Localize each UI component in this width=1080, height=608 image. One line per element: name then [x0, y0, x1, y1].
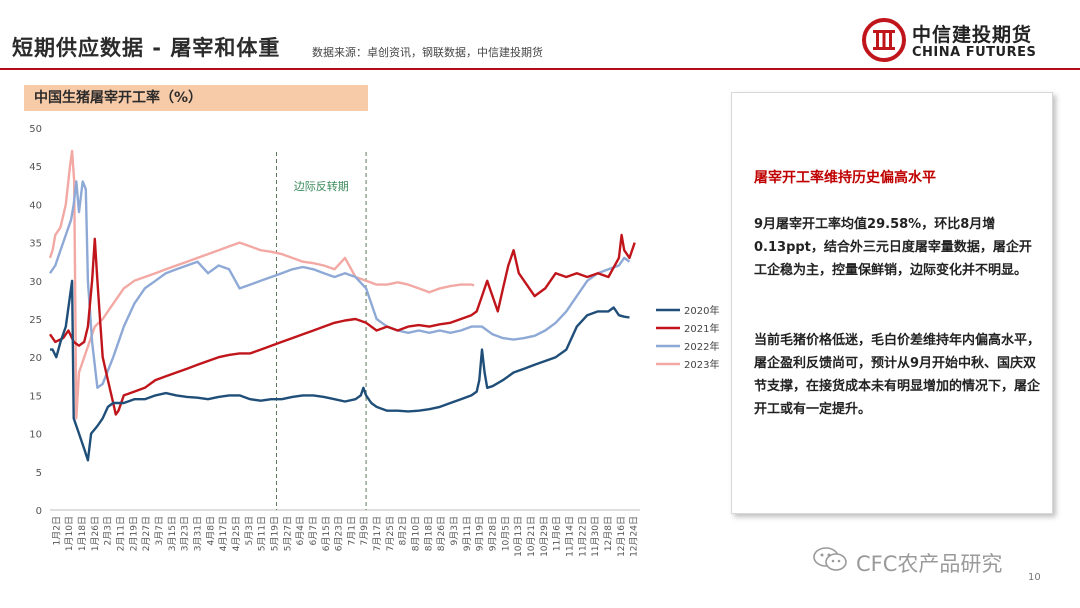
- citic-logo-icon: [862, 18, 906, 62]
- y-tick-label: 35: [29, 239, 42, 250]
- y-tick-label: 25: [29, 315, 42, 326]
- legend-label: 2022年: [684, 340, 719, 353]
- page-title: 短期供应数据 - 屠宰和体重: [12, 36, 281, 60]
- x-tick-label: 4月17日: [218, 516, 229, 551]
- y-tick-label: 30: [29, 277, 42, 288]
- x-tick-label: 2月19日: [128, 516, 139, 551]
- x-tick-label: 12月16日: [616, 516, 627, 557]
- x-tick-label: 10月21日: [526, 516, 537, 557]
- x-tick-label: 6月7日: [308, 516, 319, 545]
- commentary-heading: 屠宰开工率维持历史偏高水平: [754, 170, 936, 186]
- x-tick-label: 7月17日: [372, 516, 383, 551]
- x-tick-label: 1月18日: [77, 516, 88, 551]
- x-tick-label: 11月14日: [564, 516, 575, 557]
- header-divider: [0, 68, 1080, 70]
- x-tick-label: 5月27日: [282, 516, 293, 551]
- x-tick-label: 2月11日: [116, 516, 127, 551]
- x-tick-label: 8月18日: [423, 516, 434, 551]
- x-tick-label: 5月19日: [269, 516, 280, 551]
- x-tick-label: 1月2日: [51, 516, 62, 545]
- x-tick-label: 1月10日: [64, 516, 75, 551]
- x-tick-label: 10月29日: [539, 516, 550, 557]
- y-tick-label: 5: [36, 468, 42, 479]
- x-tick-label: 3月31日: [193, 516, 204, 551]
- logo-chinese-name: 中信建投期货: [912, 24, 1033, 46]
- x-tick-label: 9月11日: [462, 516, 473, 551]
- legend-label: 2021年: [684, 322, 719, 335]
- x-tick-label: 10月13日: [513, 516, 524, 557]
- series-line-2021年: [49, 233, 636, 416]
- x-tick-label: 8月26日: [436, 516, 447, 551]
- x-tick-label: 8月2日: [398, 516, 409, 545]
- y-tick-label: 45: [29, 162, 42, 173]
- wechat-icon: [813, 547, 847, 571]
- y-tick-label: 20: [29, 353, 42, 364]
- x-tick-label: 4月25日: [231, 516, 242, 551]
- x-tick-label: 7月1日: [346, 516, 357, 545]
- data-source: 数据来源：卓创资讯，钢联数据，中信建投期货: [312, 46, 543, 59]
- x-tick-label: 4月8日: [205, 516, 216, 545]
- x-tick-label: 6月23日: [334, 516, 345, 551]
- x-tick-label: 5月11日: [257, 516, 268, 551]
- x-tick-label: 11月30日: [590, 516, 601, 557]
- reversal-period-annotation: 边际反转期: [294, 179, 349, 193]
- x-tick-label: 1月26日: [90, 516, 101, 551]
- y-tick-label: 40: [29, 200, 42, 211]
- x-tick-label: 7月9日: [359, 516, 370, 545]
- x-tick-label: 3月15日: [167, 516, 178, 551]
- x-tick-label: 9月28日: [488, 516, 499, 551]
- x-tick-label: 6月4日: [295, 516, 306, 545]
- series-line-2022年: [49, 180, 631, 389]
- x-tick-label: 11月22日: [577, 516, 588, 557]
- x-tick-label: 9月19日: [475, 516, 486, 551]
- series-line-2020年: [50, 279, 630, 462]
- y-tick-label: 10: [29, 430, 42, 441]
- x-tick-label: 6月15日: [321, 516, 332, 551]
- y-tick-label: 15: [29, 391, 42, 402]
- y-tick-label: 50: [29, 124, 42, 135]
- company-logo: 中信建投期货 CHINA FUTURES: [862, 18, 1062, 64]
- x-tick-label: 12月8日: [603, 516, 614, 551]
- y-tick-label: 0: [36, 506, 42, 517]
- x-tick-label: 8月10日: [411, 516, 422, 551]
- x-tick-label: 3月7日: [154, 516, 165, 545]
- x-tick-label: 2月3日: [103, 516, 114, 545]
- x-tick-label: 5月3日: [244, 516, 255, 545]
- x-tick-label: 2月27日: [141, 516, 152, 551]
- chart-title: 中国生猪屠宰开工率（%）: [24, 85, 368, 111]
- commentary-paragraph-1: 9月屠宰开工率均值29.58%，环比8月增0.13ppt，结合外三元日度屠宰量数…: [754, 217, 1032, 278]
- commentary-paragraph-2: 当前毛猪价格低迷，毛白价差维持年内偏高水平，屠企盈利反馈尚可，预计从9月开始中秋…: [754, 333, 1041, 417]
- page-number: 10: [1028, 572, 1041, 583]
- series-line-2023年: [48, 149, 475, 420]
- x-tick-label: 7月25日: [385, 516, 396, 551]
- x-tick-label: 9月3日: [449, 516, 460, 545]
- legend-label: 2020年: [684, 304, 719, 317]
- legend-label: 2023年: [684, 358, 719, 371]
- x-tick-label: 10月5日: [500, 516, 511, 551]
- x-tick-label: 3月23日: [180, 516, 191, 551]
- commentary-box: 屠宰开工率维持历史偏高水平 9月屠宰开工率均值29.58%，环比8月增0.13p…: [731, 92, 1053, 514]
- x-tick-label: 11月6日: [552, 516, 563, 551]
- watermark-text: CFC农产品研究: [856, 552, 1003, 576]
- x-tick-label: 12月24日: [629, 516, 640, 557]
- logo-english-name: CHINA FUTURES: [912, 45, 1037, 60]
